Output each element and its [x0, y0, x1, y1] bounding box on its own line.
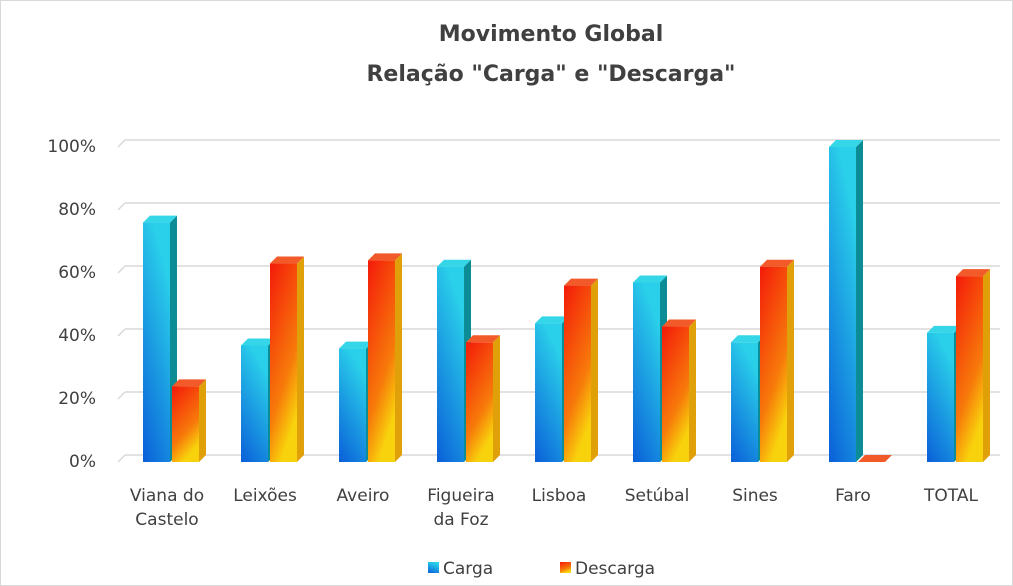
x-tick-label: Aveiro: [336, 486, 390, 506]
grid-line-depth: [117, 265, 126, 274]
bar: [731, 342, 758, 462]
bar-side: [787, 259, 794, 462]
bar: [368, 260, 395, 462]
bar-top: [368, 253, 402, 261]
bar-top: [339, 341, 373, 349]
bar-top: [956, 269, 990, 277]
bar-top: [437, 259, 471, 267]
x-tick-label: Viana do Castelo: [129, 486, 205, 530]
bar: [143, 222, 170, 462]
y-tick-label: 60%: [58, 263, 96, 283]
legend-swatch: [428, 562, 439, 573]
bar-top: [564, 278, 598, 286]
bar-side: [199, 379, 206, 462]
bar-top: [270, 256, 304, 264]
x-tick-label: Figueira da Foz: [427, 486, 495, 530]
bar: [662, 326, 689, 462]
bar: [535, 323, 562, 462]
bar-side: [297, 256, 304, 462]
grid-line-depth: [117, 202, 126, 211]
bar: [829, 147, 856, 462]
bar: [437, 266, 464, 462]
chart-title: Movimento Global: [439, 22, 664, 47]
bar: [633, 282, 660, 462]
x-tick-label: Leixões: [233, 486, 297, 506]
bar-top: [760, 259, 794, 267]
bar-top: [662, 319, 696, 327]
bar-top: [535, 316, 569, 324]
grid-line-depth: [117, 139, 126, 148]
bar-side: [591, 278, 598, 462]
bar-top: [731, 335, 765, 343]
bar-top: [829, 140, 863, 147]
grid-line-depth: [117, 328, 126, 337]
legend-swatch: [560, 562, 571, 573]
grid-line-depth: [117, 391, 126, 400]
bar: [172, 386, 199, 462]
x-tick-label: Faro: [835, 486, 871, 506]
y-tick-label: 100%: [47, 137, 96, 157]
bar-side: [689, 319, 696, 462]
bar-side: [983, 269, 990, 462]
bar: [241, 345, 268, 462]
bar-side: [856, 140, 863, 462]
grid-line-depth: [117, 454, 126, 463]
x-tick-label: TOTAL: [924, 486, 978, 506]
bar: [466, 342, 493, 462]
bar-top: [466, 335, 500, 343]
bar: [927, 332, 954, 462]
bar-top: [143, 215, 177, 223]
chart-subtitle: Relação "Carga" e "Descarga": [366, 62, 735, 87]
bar-top: [241, 338, 275, 346]
bar: [760, 266, 787, 462]
bar-top: [172, 379, 206, 387]
bar: [956, 276, 983, 462]
bar-top: [927, 325, 961, 333]
x-tick-label: Sines: [732, 486, 778, 506]
y-tick-label: 80%: [58, 200, 96, 220]
y-tick-label: 20%: [58, 389, 96, 409]
bar: [270, 263, 297, 462]
bar: [564, 285, 591, 462]
bar-side: [493, 335, 500, 462]
legend-label: Descarga: [575, 559, 655, 579]
bar-side: [395, 253, 402, 462]
y-tick-label: 0%: [69, 452, 96, 472]
x-tick-label: Lisboa: [531, 486, 587, 506]
x-tick-label: Setúbal: [624, 486, 690, 506]
y-tick-label: 40%: [58, 326, 96, 346]
bar-top: [858, 455, 892, 462]
legend-label: Carga: [443, 559, 493, 579]
bar-top: [633, 275, 667, 283]
bar: [339, 348, 366, 462]
